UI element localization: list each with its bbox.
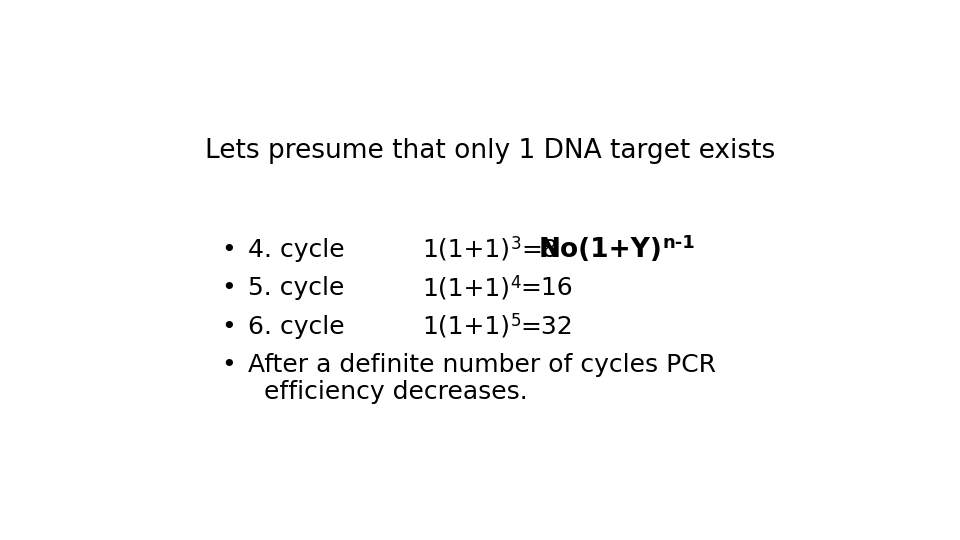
Text: 5. cycle: 5. cycle: [248, 276, 345, 300]
Text: 4. cycle: 4. cycle: [248, 238, 345, 261]
Text: =32: =32: [520, 315, 573, 339]
Text: No(1+Y): No(1+Y): [539, 237, 662, 262]
Text: 3: 3: [511, 235, 521, 253]
Text: =16: =16: [520, 276, 573, 300]
Text: n-1: n-1: [662, 234, 695, 252]
Text: 4: 4: [511, 274, 520, 292]
Text: 1(1+1): 1(1+1): [422, 315, 511, 339]
Text: •: •: [221, 276, 236, 300]
Text: •: •: [221, 315, 236, 339]
Text: After a definite number of cycles PCR: After a definite number of cycles PCR: [248, 353, 716, 377]
Text: 5: 5: [511, 312, 520, 330]
Text: •: •: [221, 353, 236, 377]
Text: =8: =8: [521, 238, 558, 261]
Text: 1(1+1): 1(1+1): [422, 276, 511, 300]
Text: Lets presume that only 1 DNA target exists: Lets presume that only 1 DNA target exis…: [205, 138, 776, 164]
Text: 1(1+1): 1(1+1): [422, 238, 511, 261]
Text: efficiency decreases.: efficiency decreases.: [248, 380, 528, 404]
Text: •: •: [221, 238, 236, 261]
Text: 6. cycle: 6. cycle: [248, 315, 345, 339]
